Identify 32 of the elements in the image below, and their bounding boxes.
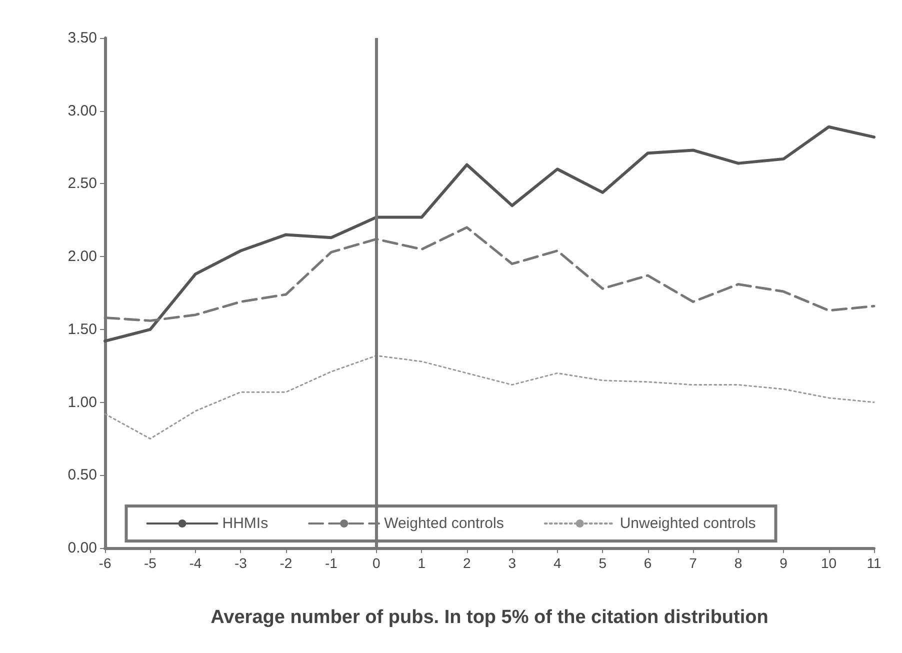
y-tick-label: 1.50 — [68, 320, 97, 338]
x-tick-label: 10 — [820, 555, 837, 571]
x-axis-title: Average number of pubs. In top 5% of the citation distribution — [210, 607, 768, 628]
line-series — [104, 354, 875, 440]
x-tick-label: 3 — [508, 555, 516, 571]
y-tick-label: 3.50 — [68, 30, 97, 46]
y-tick-label: 2.50 — [68, 175, 97, 192]
x-tick-label: 1 — [418, 555, 426, 571]
y-tick-label: 3.00 — [68, 102, 97, 120]
x-tick-label: -5 — [144, 555, 157, 571]
x-tick-label: 11 — [866, 555, 882, 571]
x-tick-label: 9 — [780, 555, 788, 571]
x-tick-label: -3 — [234, 555, 248, 571]
legend-label: Weighted controls — [384, 515, 504, 532]
y-tick-label: 2.00 — [68, 248, 97, 266]
x-tick-label: -1 — [324, 555, 338, 571]
x-tick-label: 0 — [372, 555, 381, 571]
legend-label: HHMIs — [222, 515, 268, 532]
x-tick-label: 5 — [598, 555, 607, 571]
y-tick-label: 1.00 — [68, 394, 97, 411]
x-tick-label: -4 — [189, 555, 202, 571]
x-tick-label: -6 — [98, 555, 112, 571]
y-tick-label: 0.00 — [68, 540, 97, 556]
y-tick-label: 0.50 — [68, 466, 97, 484]
x-tick-label: 6 — [644, 555, 652, 571]
x-tick-label: 8 — [734, 555, 742, 571]
x-tick-label: 7 — [689, 555, 698, 571]
x-tick-label: 4 — [553, 555, 562, 571]
line-series — [104, 125, 876, 343]
legend-label: Unweighted controls — [620, 515, 756, 532]
x-tick-label: -2 — [280, 555, 292, 571]
x-tick-label: 2 — [462, 555, 471, 571]
